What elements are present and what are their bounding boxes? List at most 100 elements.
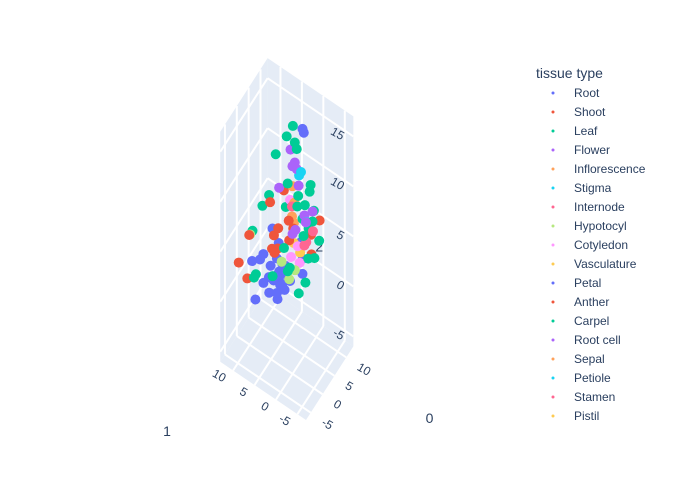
data-point[interactable] [296,167,307,177]
z-tick-label: 15 [328,124,347,143]
legend-item[interactable]: Stamen [551,390,616,404]
legend-marker [551,338,555,342]
legend-label: Pistil [574,409,599,423]
legend-marker [551,395,555,399]
z-tick-label: 10 [328,174,347,193]
legend-item[interactable]: Stigma [551,181,612,195]
legend-label: Sepal [574,352,605,366]
legend-title: tissue type [536,65,603,81]
z-gridline-wall-y [267,77,354,138]
legend-item[interactable]: Anther [551,295,610,309]
data-point[interactable] [284,262,295,273]
legend-item[interactable]: Sepal [551,352,605,366]
data-point[interactable] [284,274,295,285]
legend-marker [551,186,555,190]
scene-points[interactable] [233,120,325,305]
legend-item[interactable]: Root [551,86,601,100]
data-point[interactable] [250,294,261,305]
z-axis-title: 2 [315,238,323,254]
data-point[interactable] [299,200,310,211]
legend-marker [551,262,555,266]
data-point[interactable] [307,206,318,217]
legend-marker [551,319,555,323]
legend-item[interactable]: Flower [551,143,611,157]
legend-marker [551,205,555,209]
data-point[interactable] [278,243,289,254]
data-point[interactable] [286,251,297,262]
x-gridline-floor [296,340,346,415]
data-point[interactable] [300,277,311,288]
data-point[interactable] [250,269,261,280]
data-point[interactable] [291,144,302,155]
x-gridline-floor [232,296,282,372]
legend-item[interactable]: Leaf [551,124,599,138]
legend-label: Hypotocyl [574,219,627,233]
legend-label: Cotyledon [574,238,628,252]
data-point[interactable] [309,253,320,264]
y-tick-label: 10 [355,360,374,379]
data-point[interactable] [305,179,316,190]
legend-label: Carpel [574,314,609,328]
data-point[interactable] [269,247,280,258]
legend-item[interactable]: Hypotocyl [551,219,627,233]
y-axis-title: 0 [426,410,434,426]
legend-label: Petiole [574,371,611,385]
x-gridline-floor [275,325,325,401]
data-point[interactable] [314,235,325,246]
x-tick-label: 10 [210,366,229,385]
data-point[interactable] [282,178,293,189]
data-point[interactable] [267,271,278,282]
data-point[interactable] [283,215,294,226]
legend-item[interactable]: Petiole [551,371,612,385]
data-point[interactable] [298,231,309,241]
data-point[interactable] [244,230,255,241]
data-point[interactable] [264,287,275,298]
legend-item[interactable]: Pistil [551,409,600,423]
legend-label: Leaf [574,124,598,138]
data-point[interactable] [270,149,281,160]
data-point[interactable] [265,197,276,208]
data-point[interactable] [274,182,285,193]
data-point[interactable] [276,256,287,267]
legend-marker [551,167,555,171]
data-point[interactable] [287,228,298,239]
legend-marker [551,243,555,247]
data-point[interactable] [233,257,244,268]
y-gridline-floor [236,335,324,396]
data-point[interactable] [287,120,298,131]
data-point[interactable] [297,268,308,279]
legend-marker [551,91,555,95]
data-point[interactable] [257,200,268,211]
data-point[interactable] [293,180,304,191]
legend-item[interactable]: Vasculature [551,257,637,271]
legend-marker [551,357,555,361]
legend-item[interactable]: Inflorescence [551,162,646,176]
data-point[interactable] [298,127,309,138]
data-point[interactable] [273,223,284,234]
legend-item[interactable]: Internode [551,200,626,214]
legend-item[interactable]: Root cell [551,333,621,347]
legend[interactable]: tissue type Root Shoot Leaf Flower Infloresc… [536,65,646,423]
data-point[interactable] [258,249,269,260]
data-point[interactable] [293,190,304,201]
data-point[interactable] [307,226,318,237]
legend-item[interactable]: Cotyledon [551,238,629,252]
legend-item[interactable]: Carpel [551,314,610,328]
data-point[interactable] [294,257,305,268]
legend-items[interactable]: Root Shoot Leaf Flower Inflorescence Stigma In… [551,86,646,423]
data-point[interactable] [300,217,311,228]
data-point[interactable] [281,131,292,142]
legend-item[interactable]: Petal [551,276,602,290]
legend-label: Shoot [574,105,606,119]
legend-label: Root cell [574,333,621,347]
data-point[interactable] [292,201,303,212]
data-point[interactable] [247,256,258,267]
legend-label: Anther [574,295,609,309]
data-point[interactable] [271,287,282,298]
data-point[interactable] [293,288,304,299]
data-point[interactable] [265,260,276,271]
legend-item[interactable]: Shoot [551,105,607,119]
scene-axis-titles: 1 0 2 [163,238,434,438]
